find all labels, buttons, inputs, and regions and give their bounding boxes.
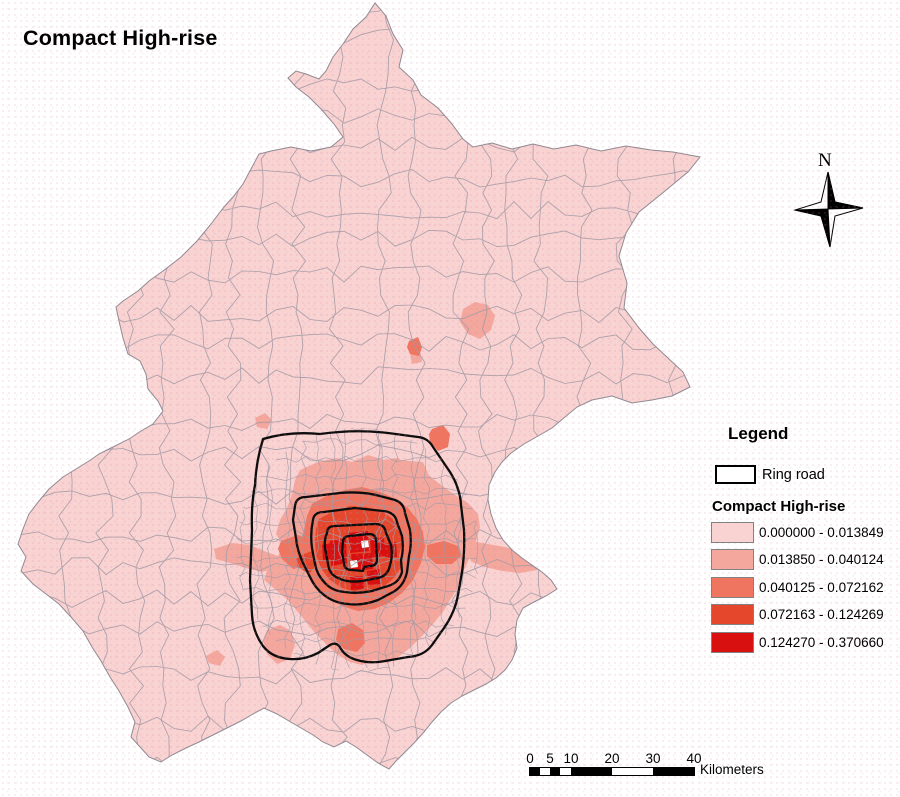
ring-road-swatch (715, 465, 756, 484)
legend-ring-road-row: Ring road (715, 465, 898, 484)
scale-tick: 40 (686, 751, 702, 766)
class-1-range: 0.000000 - 0.013849 (759, 524, 884, 540)
north-arrow-icon (793, 171, 864, 248)
legend-class-row: 0.000000 - 0.013849 (711, 521, 898, 543)
north-arrow-label: N (818, 150, 832, 171)
ring-road-2 (340, 532, 379, 573)
scale-tick: 30 (645, 751, 661, 766)
class-2-range: 0.013850 - 0.040124 (759, 552, 884, 567)
legend-class-row: 0.013850 - 0.040124 (711, 549, 898, 570)
class-5-range: 0.124270 - 0.370660 (759, 634, 884, 650)
ring-road-6 (248, 430, 466, 664)
ring-road-3 (323, 522, 393, 583)
class-4-range: 0.072163 - 0.124269 (759, 607, 884, 622)
ring-roads (248, 430, 466, 664)
class-5-swatch (711, 631, 754, 653)
legend-class-row: 0.040125 - 0.072162 (711, 576, 898, 598)
legend-layer-heading: Compact High-rise (712, 498, 846, 515)
scale-tick: 5 (546, 751, 554, 766)
scale-bar: 0 5 10 20 30 40 Kilometers (526, 751, 788, 781)
legend-heading: Legend (728, 424, 789, 443)
class-3-swatch (711, 576, 754, 598)
legend-class-row: 0.124270 - 0.370660 (711, 631, 898, 653)
scale-tick: 20 (604, 751, 620, 766)
legend: Legend Ring road Compact High-rise 0.000… (710, 424, 898, 653)
scale-tick: 0 (526, 751, 534, 766)
class-4-swatch (711, 604, 754, 625)
ring-road-label: Ring road (762, 466, 825, 483)
class-1-swatch (711, 521, 754, 543)
map-title: Compact High-rise (23, 26, 218, 50)
class-2-swatch (711, 549, 754, 570)
scale-tick: 10 (563, 751, 579, 766)
scale-bar-segments (529, 767, 695, 776)
ring-road-4 (310, 506, 404, 594)
municipality-region (18, 3, 700, 769)
ring-road-5 (291, 491, 412, 606)
municipality-boundary (17, 2, 701, 770)
class-3-range: 0.040125 - 0.072162 (759, 579, 884, 595)
legend-class-row: 0.072163 - 0.124269 (711, 604, 898, 625)
scale-unit-label: Kilometers (700, 762, 764, 777)
